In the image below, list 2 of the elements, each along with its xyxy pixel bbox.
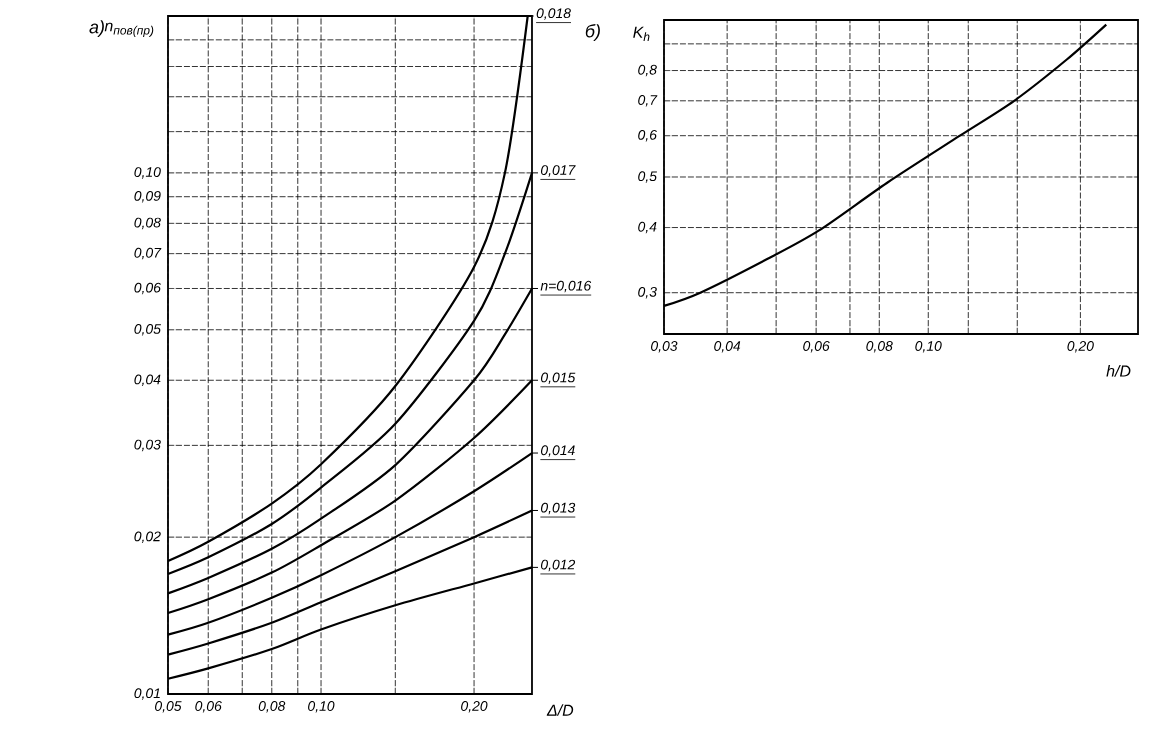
chart-title: а) bbox=[89, 20, 104, 37]
chart-title: б) bbox=[585, 24, 600, 41]
